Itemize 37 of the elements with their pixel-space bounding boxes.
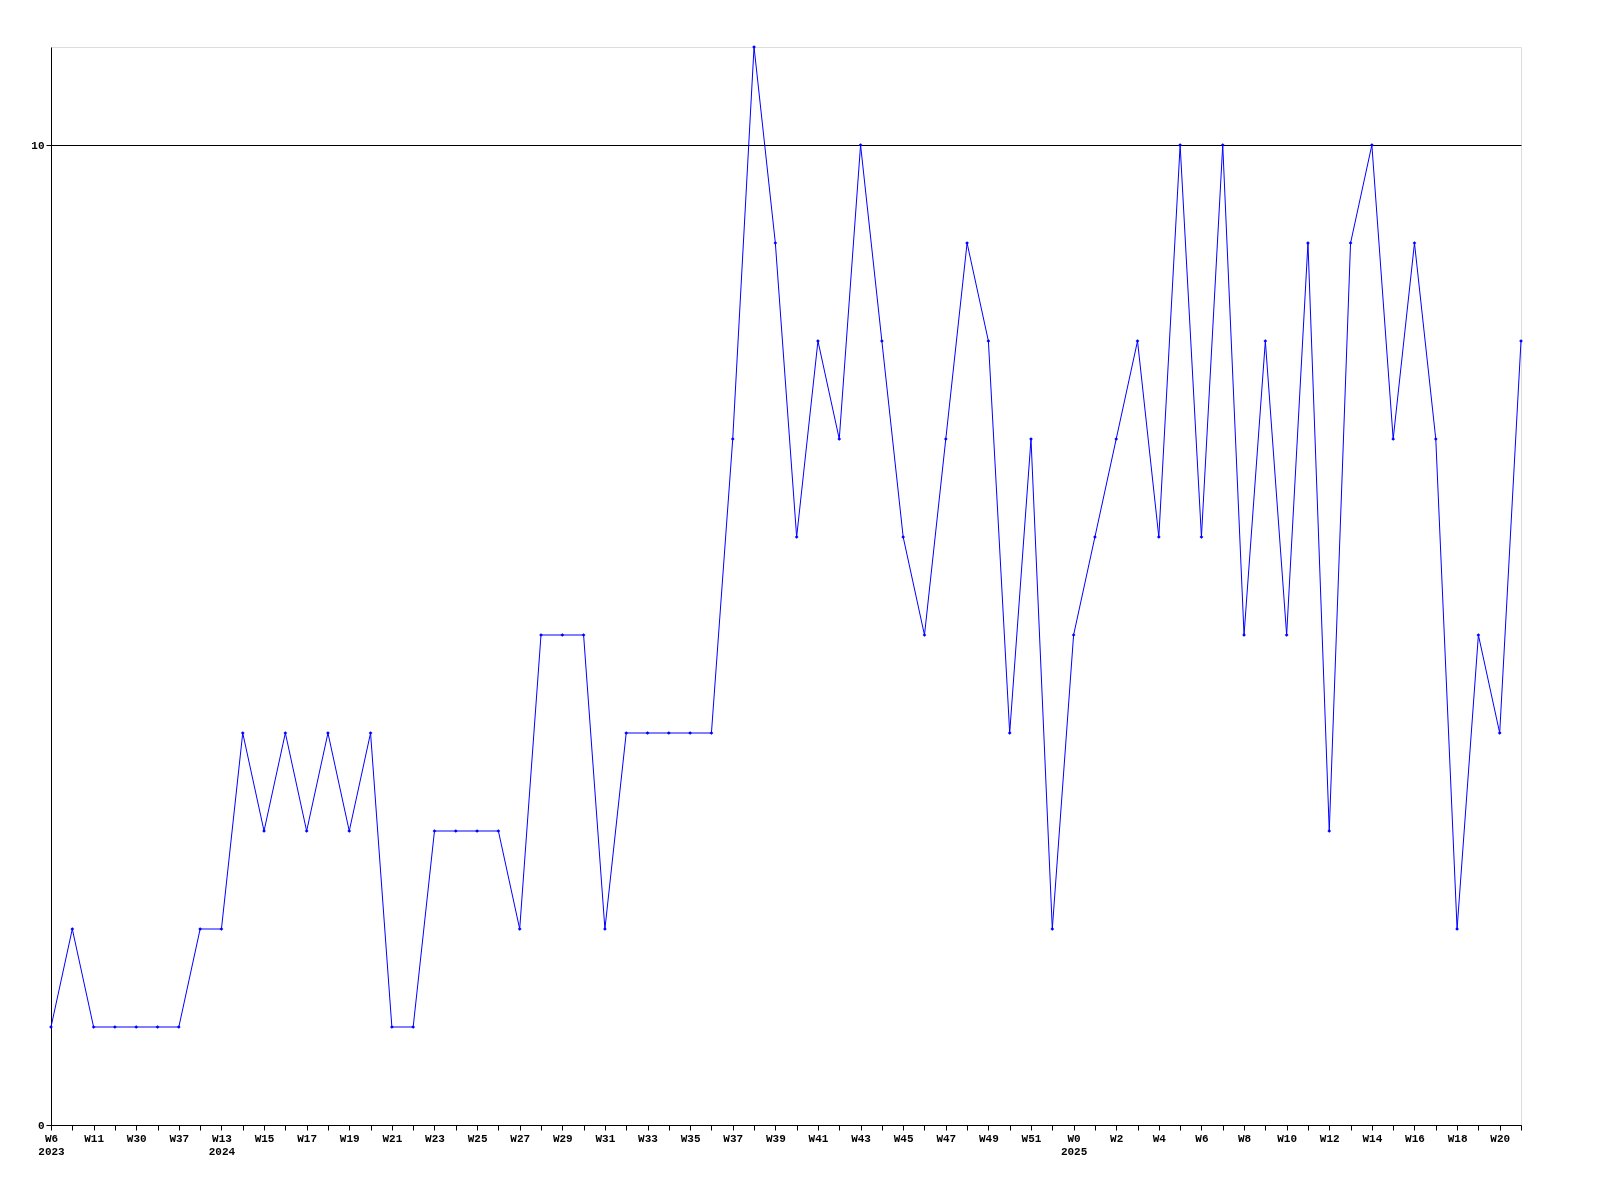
x-tick-label: W51 bbox=[1021, 1132, 1042, 1145]
x-tick-label: W8 bbox=[1237, 1132, 1252, 1145]
x-tick-label: W20 bbox=[1490, 1132, 1511, 1145]
x-tick-label: W31 bbox=[595, 1132, 616, 1145]
x-tick-label: W17 bbox=[297, 1132, 318, 1145]
y-tick-label: 0 bbox=[37, 1119, 45, 1132]
x-tick-label: W23 bbox=[425, 1132, 446, 1145]
x-tick-label: W29 bbox=[552, 1132, 573, 1145]
x-tick-label: W6 2023 bbox=[38, 1132, 66, 1158]
x-tick-label: W35 bbox=[680, 1132, 701, 1145]
x-tick-label: W39 bbox=[765, 1132, 786, 1145]
y-tick-label: 10 bbox=[31, 139, 45, 152]
x-tick-label: W21 bbox=[382, 1132, 403, 1145]
x-tick-label: W10 bbox=[1277, 1132, 1298, 1145]
x-tick-label: W30 bbox=[126, 1132, 147, 1145]
x-tick-label: W33 bbox=[638, 1132, 659, 1145]
x-tick-label: W2 bbox=[1110, 1132, 1124, 1145]
x-tick-label: W47 bbox=[936, 1132, 957, 1145]
x-tick-label: W49 bbox=[978, 1132, 999, 1145]
x-tick-label: W4 bbox=[1152, 1132, 1167, 1145]
x-tick-label: W12 bbox=[1319, 1132, 1340, 1145]
x-tick-label: W15 bbox=[254, 1132, 275, 1145]
x-tick-label: W13 2024 bbox=[208, 1132, 236, 1158]
x-tick-label: W16 bbox=[1405, 1132, 1425, 1145]
x-tick-label: W43 bbox=[851, 1132, 872, 1145]
x-tick-label: W6 bbox=[1195, 1132, 1209, 1145]
x-tick-label: W0 2025 bbox=[1060, 1132, 1088, 1158]
x-tick-label: W19 bbox=[339, 1132, 360, 1145]
x-tick-label: W11 bbox=[84, 1132, 105, 1145]
x-tick-label: W18 bbox=[1447, 1132, 1468, 1145]
x-tick-label: W45 bbox=[893, 1132, 914, 1145]
x-tick-label: W41 bbox=[808, 1132, 829, 1145]
x-tick-label: W25 bbox=[467, 1132, 488, 1145]
x-tick-label: W37 bbox=[169, 1132, 190, 1145]
x-tick-label: W27 bbox=[510, 1132, 531, 1145]
x-tick-label: W37 bbox=[723, 1132, 744, 1145]
x-tick-label: W14 bbox=[1362, 1132, 1383, 1145]
